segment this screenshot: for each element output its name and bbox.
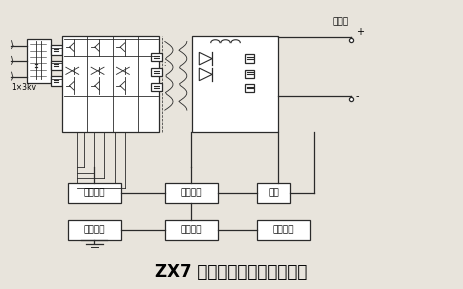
Bar	[165, 220, 218, 240]
Bar	[193, 36, 277, 131]
Bar	[257, 183, 290, 203]
Bar	[50, 45, 62, 55]
Bar	[62, 36, 159, 131]
Polygon shape	[199, 52, 212, 65]
Text: 驱动电路: 驱动电路	[84, 188, 106, 197]
Bar	[151, 83, 163, 91]
Bar	[151, 53, 163, 61]
Bar	[68, 183, 121, 203]
Bar	[165, 183, 218, 203]
Bar	[245, 70, 254, 78]
Bar	[245, 54, 254, 63]
Bar	[50, 61, 62, 70]
Text: :: :	[163, 61, 166, 67]
Text: +: +	[356, 27, 364, 37]
Polygon shape	[199, 68, 212, 81]
Text: 逻辑控制: 逻辑控制	[273, 226, 294, 235]
Text: 取样: 取样	[268, 188, 279, 197]
Bar	[257, 220, 310, 240]
Bar	[151, 68, 163, 76]
Bar	[27, 39, 50, 83]
Bar	[245, 84, 254, 92]
Text: 保护电路: 保护电路	[181, 226, 202, 235]
Text: -: -	[356, 91, 359, 101]
Bar	[68, 220, 121, 240]
Bar	[50, 76, 62, 86]
Text: 预置电路: 预置电路	[84, 226, 106, 235]
Text: 脉宽调制: 脉宽调制	[181, 188, 202, 197]
Text: 输出端: 输出端	[333, 17, 349, 26]
Text: 1×3kv: 1×3kv	[12, 83, 37, 92]
Text: ZX7 系列逆变焊机工作原理图: ZX7 系列逆变焊机工作原理图	[155, 263, 308, 281]
